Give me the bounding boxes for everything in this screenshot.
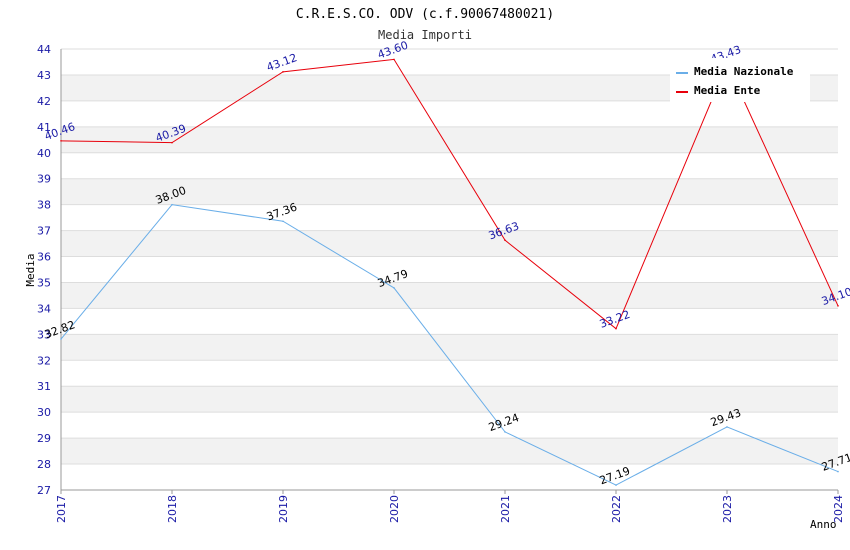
y-tick-label: 44	[37, 43, 51, 56]
data-label: 43.60	[376, 39, 410, 62]
y-tick-label: 40	[37, 147, 51, 160]
chart-title: C.R.E.S.CO. ODV (c.f.90067480021)	[296, 7, 554, 22]
y-tick-label: 38	[37, 199, 51, 212]
grid-band	[61, 334, 838, 361]
data-point	[615, 484, 617, 486]
data-labels: 32.8238.0037.3634.7929.2427.1929.4327.71…	[43, 39, 850, 488]
data-point	[504, 431, 506, 433]
x-tick-label: 2017	[55, 495, 68, 523]
grid-band	[61, 438, 838, 465]
y-axis-label: Media	[24, 253, 37, 286]
y-tick-label: 43	[37, 69, 51, 82]
y-tick-label: 27	[37, 484, 51, 497]
y-tick-label: 37	[37, 225, 51, 238]
data-point	[726, 426, 728, 428]
data-point	[171, 141, 173, 144]
y-tick-label: 39	[37, 173, 51, 186]
y-tick-label: 33	[37, 328, 51, 341]
data-label: 27.19	[598, 464, 632, 487]
series-line-ente	[60, 58, 839, 330]
legend-label-nazionale: Media Nazionale	[694, 65, 794, 78]
x-tick-label: 2021	[499, 495, 512, 523]
data-point	[60, 338, 62, 340]
data-point	[171, 203, 173, 206]
grid-bands	[61, 74, 838, 465]
data-point	[837, 305, 839, 307]
y-tick-label: 31	[37, 380, 51, 393]
legend-label-ente: Media Ente	[694, 84, 761, 97]
legend-box	[670, 58, 810, 102]
grid-band	[61, 178, 838, 205]
y-tick-label: 41	[37, 121, 51, 134]
legend: Media Nazionale Media Ente	[670, 58, 810, 102]
x-tick-label: 2023	[721, 495, 734, 523]
series-line-nazionale	[60, 204, 839, 486]
y-tick-labels: 27 28 29 30 31 32 33 34 35 36 37 38 39 40 41 42 43 44	[37, 43, 51, 497]
data-point	[282, 71, 284, 73]
x-tick-label: 2018	[166, 495, 179, 523]
x-tick-label: 2020	[388, 495, 401, 523]
data-point	[282, 220, 284, 223]
y-tick-label: 36	[37, 251, 51, 264]
data-point	[393, 287, 395, 289]
grid-band	[61, 230, 838, 257]
x-axis-label: Anno	[810, 518, 837, 531]
y-tick-label: 28	[37, 458, 51, 471]
data-point	[615, 327, 617, 330]
x-tick-label: 2022	[610, 495, 623, 523]
y-tick-label: 42	[37, 95, 51, 108]
chart-subtitle: Media Importi	[378, 28, 472, 42]
data-point	[60, 140, 62, 142]
y-tick-label: 30	[37, 406, 51, 419]
data-point	[837, 470, 839, 473]
y-tick-label: 32	[37, 354, 51, 367]
data-point	[393, 58, 395, 61]
x-tick-label: 2024	[832, 495, 845, 523]
y-tick-label: 29	[37, 432, 51, 445]
y-tick-label: 34	[37, 302, 51, 315]
grid-band	[61, 282, 838, 309]
y-tick-label: 35	[37, 276, 51, 289]
x-tick-labels: 2017 2018 2019 2020 2021 2022 2023 2024	[55, 490, 845, 523]
data-point	[504, 239, 506, 241]
x-tick-label: 2019	[277, 495, 290, 523]
grid-band	[61, 386, 838, 413]
